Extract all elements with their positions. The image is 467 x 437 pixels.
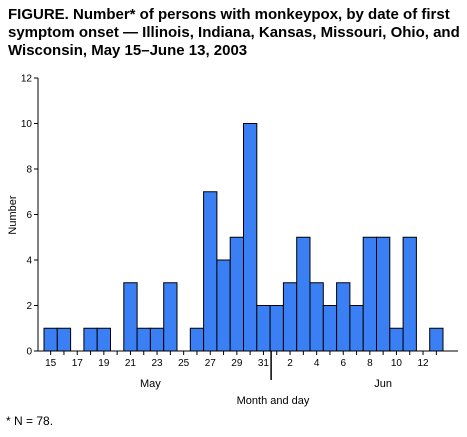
- x-tick-label: 4: [314, 358, 320, 369]
- bar: [243, 123, 258, 352]
- x-tick-label: 19: [98, 358, 110, 369]
- bar: [203, 191, 218, 352]
- bar: [362, 236, 378, 352]
- chart-title: FIGURE. Number* of persons with monkeypo…: [8, 6, 460, 59]
- bar: [256, 305, 271, 352]
- bar: [296, 236, 311, 352]
- bar: [96, 327, 111, 352]
- x-tick-label: 21: [125, 358, 137, 369]
- y-tick-label: 12: [21, 74, 33, 85]
- x-tick-label: 8: [367, 358, 373, 369]
- x-tick-label: 10: [391, 358, 403, 369]
- y-tick-label: 2: [26, 301, 32, 312]
- month-label: May: [140, 378, 161, 390]
- y-tick-label: 0: [26, 347, 32, 358]
- x-tick-label: 27: [205, 358, 217, 369]
- y-tick-label: 6: [26, 210, 32, 221]
- x-axis-label: Month and day: [237, 395, 310, 407]
- bar: [83, 327, 98, 352]
- bar: [402, 236, 417, 352]
- bar: [149, 327, 165, 352]
- x-tick-label: 25: [178, 358, 190, 369]
- bar: [123, 282, 138, 352]
- bar: [389, 327, 404, 352]
- y-tick-label: 8: [26, 165, 32, 176]
- bar: [309, 282, 324, 352]
- bar: [229, 236, 244, 352]
- bar: [429, 327, 444, 352]
- y-tick-label: 10: [21, 119, 33, 130]
- bar: [349, 305, 364, 352]
- bar: [216, 259, 231, 352]
- bar: [136, 327, 151, 352]
- x-tick-label: 6: [340, 358, 346, 369]
- y-axis-label: Number: [7, 195, 19, 234]
- x-tick-label: 29: [231, 358, 243, 369]
- bar: [43, 327, 58, 352]
- bar: [163, 282, 178, 352]
- x-tick-label: 23: [151, 358, 163, 369]
- bar: [322, 305, 338, 352]
- bar: [282, 282, 298, 352]
- bar: [376, 236, 391, 352]
- bar: [269, 305, 284, 352]
- footnote: * N = 78.: [6, 414, 54, 428]
- bar: [56, 327, 72, 352]
- y-tick-label: 4: [26, 256, 32, 267]
- x-tick-label: 17: [72, 358, 84, 369]
- x-tick-label: 12: [417, 358, 429, 369]
- bar: [189, 327, 205, 352]
- x-tick-label: 15: [45, 358, 57, 369]
- x-tick-label: 31: [258, 358, 270, 369]
- bar: [336, 282, 351, 352]
- x-tick-label: 2: [287, 358, 293, 369]
- month-label: Jun: [374, 378, 392, 390]
